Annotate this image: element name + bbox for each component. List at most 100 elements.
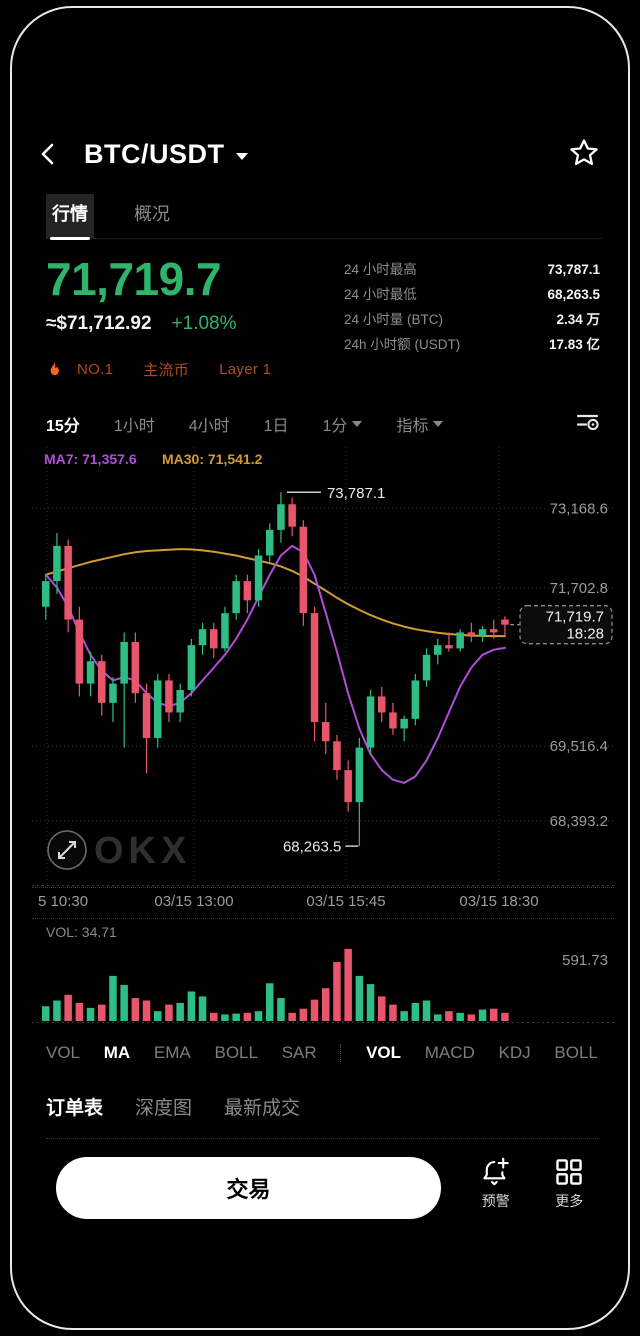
timeframe-bar: 15分 1小时 4小时 1日 1分 指标 bbox=[46, 408, 600, 439]
volume-chart[interactable]: VOL: 34.71 591.73 bbox=[32, 919, 614, 1029]
ma7-legend: MA7: 71,357.6 bbox=[44, 451, 137, 467]
volume-bar bbox=[378, 996, 386, 1022]
indicator-boll[interactable]: BOLL bbox=[214, 1043, 258, 1063]
volume-bar bbox=[299, 1008, 308, 1022]
volume-bar bbox=[389, 1004, 397, 1022]
favorite-star-button[interactable] bbox=[568, 137, 602, 171]
ma30-legend: MA30: 71,541.2 bbox=[162, 451, 263, 467]
indicator-boll-sub[interactable]: BOLL bbox=[554, 1043, 598, 1063]
back-button[interactable] bbox=[36, 137, 70, 171]
candle bbox=[131, 642, 140, 694]
screen: BTC/USDT 行情 概况 71,719.7 ≈$71,712.92 +1.0… bbox=[12, 132, 628, 1328]
ma7-line bbox=[44, 545, 506, 785]
timeframe-more-dropdown[interactable]: 1分 bbox=[323, 412, 363, 436]
timeframe-15m[interactable]: 15分 bbox=[46, 412, 80, 436]
back-chevron-icon bbox=[41, 143, 54, 165]
candle bbox=[198, 629, 207, 646]
indicator-vol-main[interactable]: VOL bbox=[46, 1043, 81, 1063]
stat-label: 24h 小时额 (USDT) bbox=[344, 337, 461, 352]
timeframe-label: 15分 bbox=[46, 417, 80, 435]
candle bbox=[277, 504, 285, 531]
expand-chart-button[interactable] bbox=[47, 830, 87, 871]
candle bbox=[42, 581, 50, 608]
x-axis-label: 5 10:30 bbox=[38, 893, 89, 911]
candle bbox=[210, 629, 218, 649]
trade-button[interactable]: 交易 bbox=[56, 1157, 441, 1220]
volume-bar bbox=[434, 1014, 442, 1022]
candlestick-chart[interactable]: 73,168.6 71,702.8 69,516.4 68,393.2 OKX 73,78… bbox=[32, 447, 614, 887]
candle bbox=[64, 546, 72, 620]
header: BTC/USDT bbox=[36, 132, 602, 176]
indicator-macd[interactable]: MACD bbox=[424, 1043, 475, 1063]
volume-bar bbox=[277, 998, 285, 1022]
indicator-ema[interactable]: EMA bbox=[153, 1043, 191, 1063]
stat-value: 2.34 万 bbox=[556, 312, 600, 327]
stat-row-high: 24 小时最高 73,787.1 bbox=[344, 261, 600, 278]
candle bbox=[400, 719, 408, 729]
candle bbox=[288, 504, 296, 527]
chevron-down-icon bbox=[433, 420, 444, 427]
volume-bar bbox=[490, 1008, 498, 1022]
pair-dropdown-caret-icon[interactable] bbox=[235, 152, 249, 161]
stat-value: 73,787.1 bbox=[547, 262, 600, 277]
volume-bar bbox=[154, 1011, 162, 1022]
candle bbox=[355, 747, 364, 803]
timeframe-label: 4小时 bbox=[188, 417, 230, 435]
low-annotation: 68,263.5 bbox=[283, 839, 341, 856]
stat-value: 17.83 亿 bbox=[548, 337, 600, 352]
volume-bar bbox=[198, 996, 207, 1022]
candle bbox=[53, 546, 61, 582]
y-axis-label: 68,393.2 bbox=[550, 813, 608, 830]
indicator-ma[interactable]: MA bbox=[103, 1043, 131, 1063]
star-icon bbox=[570, 139, 598, 166]
indicator-dropdown[interactable]: 指标 bbox=[396, 412, 444, 436]
volume-bar bbox=[254, 1011, 263, 1022]
more-button[interactable]: 更多 bbox=[538, 1157, 600, 1211]
candle bbox=[467, 632, 476, 636]
indicator-sar[interactable]: SAR bbox=[281, 1043, 317, 1063]
tab-market[interactable]: 行情 bbox=[46, 194, 94, 240]
volume-bar bbox=[400, 1011, 408, 1022]
volume-bar bbox=[176, 1003, 184, 1022]
alert-button[interactable]: 预警 bbox=[465, 1157, 527, 1211]
volume-bar bbox=[75, 1003, 84, 1022]
volume-bar bbox=[310, 999, 319, 1022]
volume-bar bbox=[98, 1004, 106, 1022]
tag-layer1[interactable]: Layer 1 bbox=[219, 361, 272, 379]
stat-row-low: 24 小时最低 68,263.5 bbox=[344, 286, 600, 303]
tab-market-label: 行情 bbox=[52, 204, 88, 224]
candle bbox=[299, 526, 308, 614]
candle bbox=[154, 680, 162, 739]
candle bbox=[434, 645, 442, 656]
volume-bar bbox=[456, 1013, 464, 1022]
timeframe-4h[interactable]: 4小时 bbox=[189, 412, 230, 436]
chart-settings-button[interactable] bbox=[574, 408, 600, 439]
stat-value: 68,263.5 bbox=[547, 287, 600, 302]
volume-bar bbox=[422, 1000, 431, 1022]
volume-bar bbox=[53, 1000, 61, 1022]
volume-bar bbox=[411, 1003, 420, 1022]
tab-latest-trades[interactable]: 最新成交 bbox=[224, 1098, 301, 1120]
candle bbox=[75, 619, 84, 684]
tag-mainstream[interactable]: 主流币 bbox=[143, 362, 190, 380]
volume-bar bbox=[445, 1011, 453, 1022]
candle bbox=[322, 722, 330, 742]
x-axis-label: 03/15 15:45 bbox=[306, 893, 386, 911]
volume-bar bbox=[64, 995, 72, 1022]
volume-bar bbox=[288, 1013, 296, 1022]
volume-bar bbox=[333, 962, 341, 1022]
timeframe-1d[interactable]: 1日 bbox=[264, 412, 289, 436]
tab-overview[interactable]: 概况 bbox=[132, 194, 172, 238]
timeframe-1h[interactable]: 1小时 bbox=[114, 412, 155, 436]
tab-order-book[interactable]: 订单表 bbox=[46, 1098, 104, 1120]
candle bbox=[98, 661, 106, 704]
tab-overview-label: 概况 bbox=[134, 204, 170, 224]
indicator-vol-sub[interactable]: VOL bbox=[366, 1043, 402, 1063]
candle bbox=[456, 632, 464, 649]
candle bbox=[176, 690, 184, 713]
indicator-kdj[interactable]: KDJ bbox=[498, 1043, 531, 1063]
rank-badge[interactable]: NO.1 bbox=[77, 361, 114, 379]
tab-depth-chart[interactable]: 深度图 bbox=[135, 1098, 193, 1120]
timeframe-label: 1小时 bbox=[113, 417, 155, 435]
candle bbox=[478, 629, 487, 636]
